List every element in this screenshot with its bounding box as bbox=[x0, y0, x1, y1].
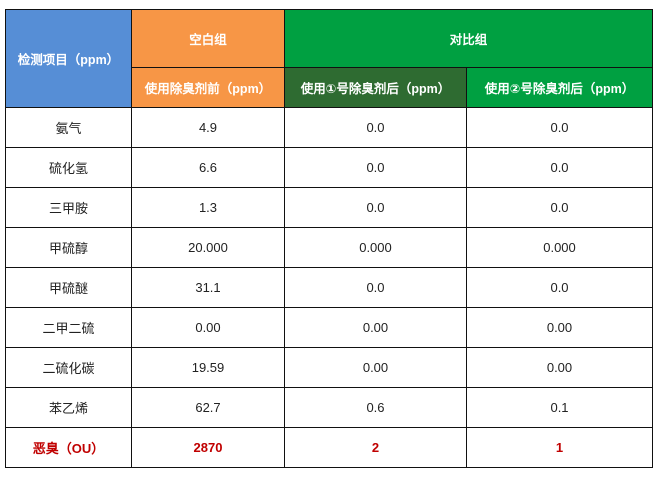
cell-after1: 0.6 bbox=[284, 387, 467, 428]
cell-after2: 0.00 bbox=[465, 347, 654, 388]
cell-before: 20.000 bbox=[131, 227, 285, 268]
cell-item: 甲硫醚 bbox=[5, 267, 132, 308]
header-after1: 使用①号除臭剂后（ppm） bbox=[284, 67, 467, 108]
cell-after1: 0.0 bbox=[284, 187, 467, 228]
cell-after1: 0.0 bbox=[284, 267, 467, 308]
cell-item: 二甲二硫 bbox=[5, 307, 132, 348]
cell-before: 62.7 bbox=[131, 387, 285, 428]
table-row: 甲硫醚 31.1 0.0 0.0 bbox=[5, 267, 654, 308]
cell-item: 甲硫醇 bbox=[5, 227, 132, 268]
table-row: 二甲二硫 0.00 0.00 0.00 bbox=[5, 307, 654, 348]
cell-after2: 0.0 bbox=[465, 147, 654, 188]
table-row: 苯乙烯 62.7 0.6 0.1 bbox=[5, 387, 654, 428]
cell-after1: 0.00 bbox=[284, 347, 467, 388]
cell-after2: 0.0 bbox=[465, 107, 654, 148]
cell-after1: 0.0 bbox=[284, 107, 467, 148]
cell-after2: 0.000 bbox=[465, 227, 654, 268]
cell-before: 1.3 bbox=[131, 187, 285, 228]
table-row: 硫化氢 6.6 0.0 0.0 bbox=[5, 147, 654, 188]
cell-item: 三甲胺 bbox=[5, 187, 132, 228]
cell-before: 19.59 bbox=[131, 347, 285, 388]
cell-after2: 1 bbox=[465, 427, 654, 468]
cell-after1: 2 bbox=[284, 427, 467, 468]
cell-before: 31.1 bbox=[131, 267, 285, 308]
cell-after1: 0.000 bbox=[284, 227, 467, 268]
table-row: 氨气 4.9 0.0 0.0 bbox=[5, 107, 654, 148]
header-blank-group: 空白组 bbox=[131, 9, 285, 68]
cell-after2: 0.0 bbox=[465, 267, 654, 308]
odor-row: 恶臭（OU） 2870 2 1 bbox=[5, 427, 654, 468]
header-item: 检测项目（ppm） bbox=[5, 9, 132, 108]
header-compare-group: 对比组 bbox=[283, 9, 654, 68]
cell-item: 苯乙烯 bbox=[5, 387, 132, 428]
cell-before: 0.00 bbox=[131, 307, 285, 348]
cell-item: 硫化氢 bbox=[5, 147, 132, 188]
cell-before: 4.9 bbox=[131, 107, 285, 148]
header-after2: 使用②号除臭剂后（ppm） bbox=[465, 67, 654, 108]
table-row: 二硫化碳 19.59 0.00 0.00 bbox=[5, 347, 654, 388]
cell-after2: 0.1 bbox=[465, 387, 654, 428]
cell-after2: 0.0 bbox=[465, 187, 654, 228]
odor-test-table: 检测项目（ppm） 空白组 对比组 使用除臭剂前（ppm） 使用①号除臭剂后（p… bbox=[5, 9, 654, 468]
cell-after2: 0.00 bbox=[465, 307, 654, 348]
table-row: 甲硫醇 20.000 0.000 0.000 bbox=[5, 227, 654, 268]
cell-before: 2870 bbox=[131, 427, 285, 468]
cell-item: 二硫化碳 bbox=[5, 347, 132, 388]
cell-before: 6.6 bbox=[131, 147, 285, 188]
header-before: 使用除臭剂前（ppm） bbox=[131, 67, 285, 108]
table-row: 三甲胺 1.3 0.0 0.0 bbox=[5, 187, 654, 228]
cell-after1: 0.00 bbox=[284, 307, 467, 348]
cell-item: 恶臭（OU） bbox=[5, 427, 132, 468]
cell-after1: 0.0 bbox=[284, 147, 467, 188]
cell-item: 氨气 bbox=[5, 107, 132, 148]
